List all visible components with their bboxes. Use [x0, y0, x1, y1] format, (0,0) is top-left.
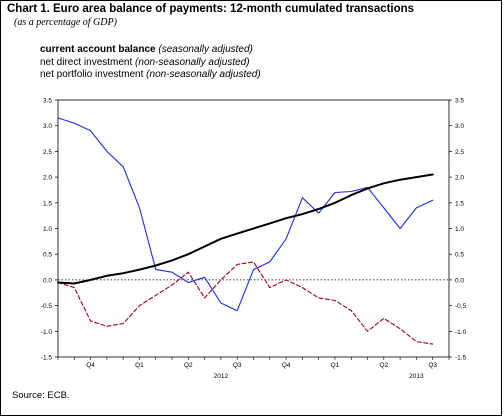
x-quarter-label: Q4	[282, 362, 291, 369]
x-quarter-label: Q2	[379, 362, 388, 369]
y-tick-label-right: -0.5	[455, 303, 467, 310]
y-tick-label-left: 0.0	[43, 277, 52, 284]
series-line-current-account-balance	[57, 173, 434, 285]
y-tick-label-right: 1.5	[455, 200, 464, 207]
y-tick-label-left: 2.0	[43, 175, 52, 182]
y-tick-label-left: 1.5	[43, 200, 52, 207]
legend-label-direct-investment: net direct investment	[40, 56, 133, 68]
legend-note-current-account: (seasonally adjusted)	[158, 44, 253, 55]
y-tick-label-left: 3.0	[43, 123, 52, 130]
y-tick-label-right: -1.0	[455, 329, 467, 336]
x-year-label: 2013	[409, 373, 424, 380]
x-quarter-label: Q2	[184, 362, 193, 369]
x-quarter-label: Q3	[233, 362, 242, 369]
x-quarter-label: Q4	[86, 362, 95, 369]
y-tick-label-right: 3.0	[455, 123, 464, 130]
chart-subtitle: (as a percentage of GDP)	[14, 17, 117, 28]
x-quarter-label: Q1	[331, 362, 340, 369]
chart-title: Chart 1. Euro area balance of payments: …	[7, 3, 415, 15]
y-tick-label-right: 0.0	[455, 277, 464, 284]
source-note: Source: ECB.	[12, 390, 70, 401]
y-tick-label-left: -0.5	[41, 303, 53, 310]
legend-note-direct-investment: (non-seasonally adjusted)	[135, 56, 250, 68]
y-tick-label-left: 1.0	[43, 226, 52, 233]
y-tick-label-left: 3.5	[43, 98, 52, 105]
legend-label-current-account: current account balance	[40, 44, 156, 55]
y-tick-label-right: 0.5	[455, 252, 464, 259]
series-line-net-portfolio-investment	[57, 117, 434, 312]
x-quarter-label: Q3	[428, 362, 437, 369]
y-tick-label-right: 2.5	[455, 149, 464, 156]
y-tick-label-left: -1.5	[41, 355, 53, 362]
series-line-net-direct-investment	[57, 261, 434, 345]
legend-note-portfolio-investment: (non-seasonally adjusted)	[146, 69, 261, 80]
y-tick-label-right: 2.0	[455, 175, 464, 182]
legend-label-portfolio-investment: net portfolio investment	[40, 69, 144, 80]
x-year-label: 2012	[214, 373, 229, 380]
x-quarter-label: Q1	[135, 362, 144, 369]
y-tick-label-left: 2.5	[43, 149, 52, 156]
y-tick-label-right: 1.0	[455, 226, 464, 233]
y-tick-label-left: 0.5	[43, 252, 52, 259]
y-tick-label-right: 3.5	[455, 98, 464, 105]
y-tick-label-right: -1.5	[455, 355, 467, 362]
y-tick-label-left: -1.0	[41, 329, 53, 336]
